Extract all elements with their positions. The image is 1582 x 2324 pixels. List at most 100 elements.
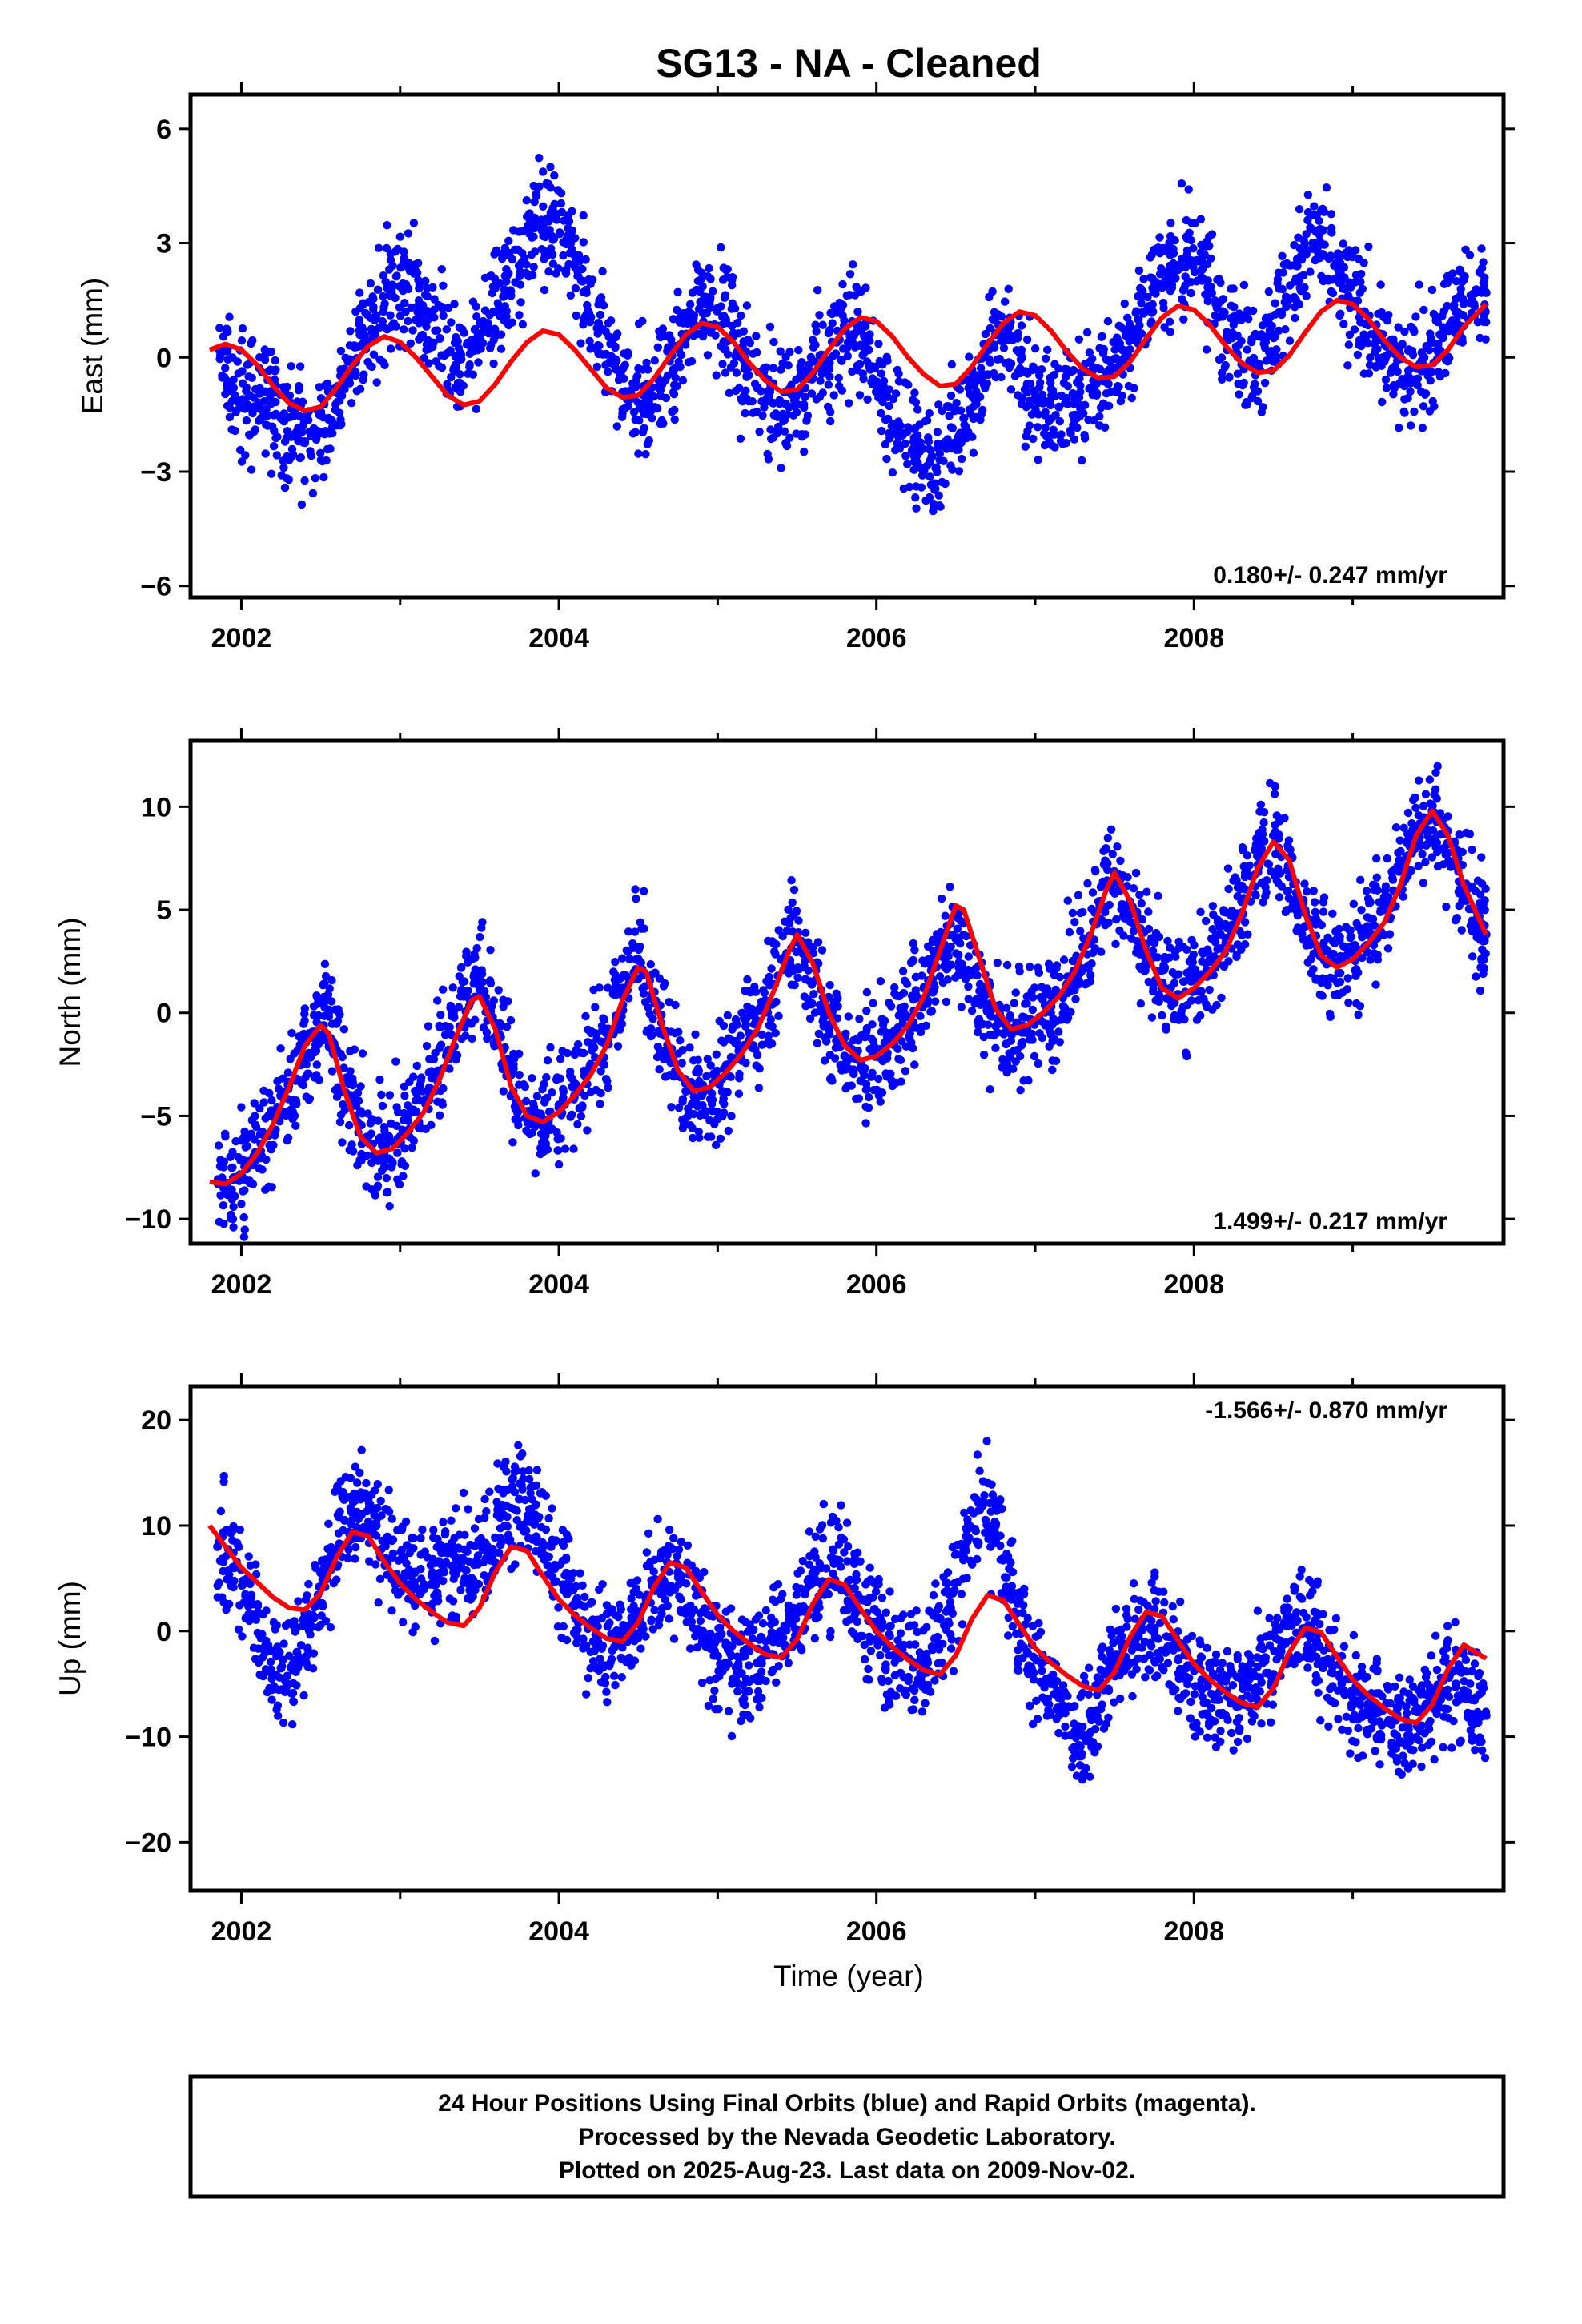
east-data-point — [598, 267, 607, 276]
north-data-point — [391, 1057, 400, 1066]
east-data-point — [1046, 384, 1056, 393]
east-data-point — [516, 280, 525, 289]
north-data-point — [942, 997, 951, 1007]
north-data-point — [1477, 853, 1486, 862]
north-data-point — [387, 1119, 396, 1128]
north-data-point — [953, 924, 962, 933]
east-data-point — [736, 434, 745, 443]
east-data-point — [737, 311, 745, 320]
north-data-point — [1410, 794, 1419, 802]
north-data-point — [916, 1011, 925, 1021]
east-data-point — [745, 339, 755, 348]
east-data-point — [946, 391, 956, 400]
north-data-point — [702, 1072, 711, 1081]
east-data-point — [1441, 368, 1450, 378]
east-data-point — [1166, 328, 1175, 336]
east-data-point — [269, 442, 279, 451]
east-data-point — [892, 389, 901, 398]
east-data-point — [1336, 309, 1345, 318]
north-data-point — [385, 1202, 394, 1211]
east-data-point — [1158, 247, 1166, 255]
north-data-point — [556, 1055, 565, 1063]
east-data-point — [1055, 416, 1065, 426]
north-data-point — [993, 959, 1002, 967]
east-model-fit-line — [208, 297, 1488, 413]
east-data-point — [818, 320, 827, 329]
east-data-point — [1120, 299, 1130, 308]
east-data-point — [295, 362, 305, 371]
north-data-point — [596, 1067, 605, 1076]
north-data-point — [1118, 900, 1126, 909]
east-data-point — [442, 325, 451, 334]
east-data-point — [838, 279, 847, 289]
north-data-point — [437, 1022, 446, 1031]
east-data-point — [766, 434, 776, 444]
north-data-point — [1311, 898, 1319, 907]
east-data-point — [1381, 375, 1391, 384]
east-data-point — [713, 307, 721, 316]
east-data-point — [453, 336, 462, 346]
north-data-point — [471, 965, 480, 974]
east-data-point — [1046, 378, 1055, 387]
east-data-point — [476, 318, 485, 327]
north-data-point — [1259, 878, 1267, 887]
east-data-point — [865, 364, 875, 374]
north-data-point — [1468, 952, 1477, 961]
east-data-point — [1239, 280, 1249, 290]
north-data-point — [654, 1027, 663, 1036]
north-data-point — [476, 932, 484, 942]
east-data-point — [1317, 271, 1326, 281]
east-data-point — [1216, 278, 1225, 287]
east-data-point — [340, 384, 349, 394]
north-data-point — [1262, 888, 1271, 897]
north-data-point — [259, 1098, 268, 1107]
north-data-point — [560, 1144, 570, 1153]
north-data-point — [546, 1043, 555, 1052]
east-data-point — [815, 311, 824, 320]
east-data-point — [328, 422, 337, 432]
east-data-point — [259, 396, 269, 406]
north-data-point — [1110, 889, 1119, 899]
north-data-point — [1063, 896, 1073, 905]
north-data-point — [310, 1048, 319, 1057]
east-data-point — [1061, 398, 1070, 408]
east-data-point — [437, 265, 446, 274]
east-data-point — [1327, 210, 1336, 219]
east-position-point — [1150, 276, 1159, 286]
north-x-tick-label-2002: 2002 — [211, 1269, 272, 1300]
north-data-point — [1455, 830, 1464, 839]
north-data-point — [283, 1136, 291, 1145]
north-data-point — [1284, 894, 1294, 903]
north-data-point — [890, 983, 899, 992]
east-data-point — [901, 439, 910, 448]
north-data-point — [1343, 974, 1352, 983]
east-data-point — [1017, 321, 1026, 330]
east-data-point — [1363, 339, 1372, 348]
north-data-point — [809, 990, 818, 999]
east-position-point — [975, 372, 985, 381]
north-data-point — [1396, 846, 1405, 856]
east-data-point — [223, 327, 232, 336]
north-data-point — [898, 967, 908, 976]
north-data-point — [287, 1028, 296, 1038]
north-data-point — [689, 1133, 697, 1143]
east-data-point — [1046, 400, 1055, 410]
east-position-point — [1403, 372, 1413, 381]
east-data-point — [917, 471, 927, 480]
north-data-point — [691, 1030, 700, 1039]
east-data-point — [351, 367, 359, 376]
north-data-point — [946, 883, 954, 891]
north-data-point — [499, 995, 508, 1004]
east-data-point — [1306, 267, 1315, 276]
east-data-point — [1459, 273, 1468, 282]
north-data-point — [944, 951, 953, 961]
east-data-point — [934, 400, 943, 409]
north-data-point — [595, 983, 604, 992]
north-data-point — [384, 1132, 394, 1141]
east-data-point — [502, 277, 511, 286]
north-data-point — [1068, 956, 1078, 966]
east-data-point — [359, 300, 367, 309]
north-data-point — [689, 1109, 698, 1119]
north-data-point — [1174, 943, 1183, 953]
north-data-point — [1103, 834, 1113, 842]
